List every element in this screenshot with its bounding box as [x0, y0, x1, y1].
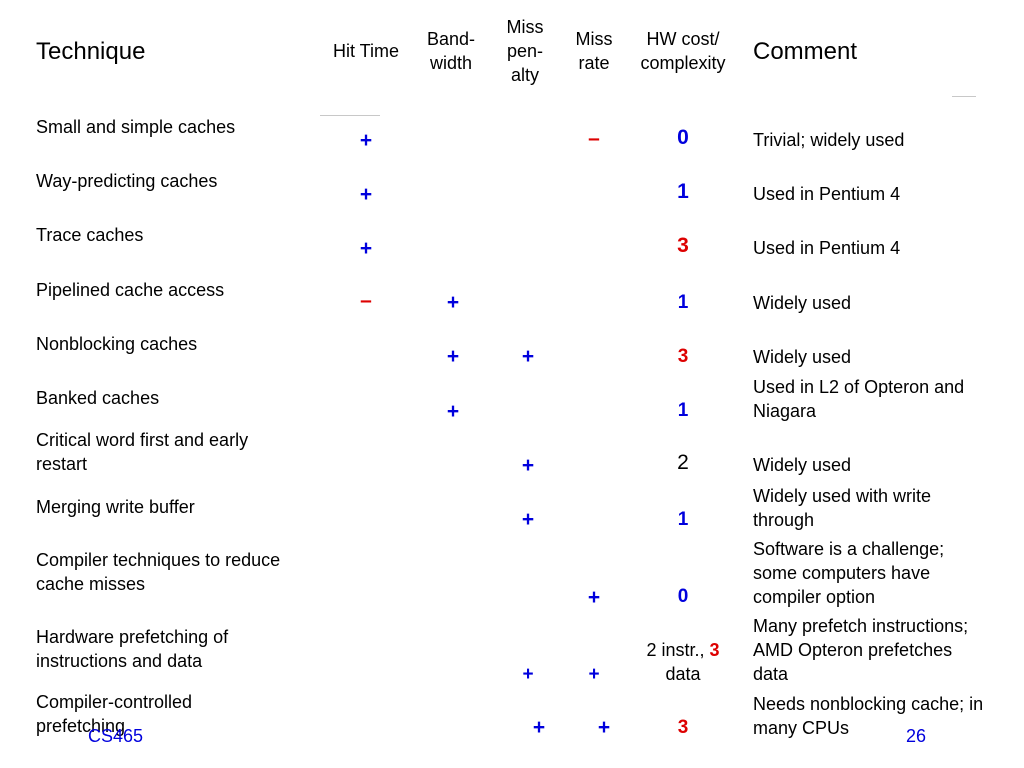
row-comment-line2: many CPUs — [753, 718, 850, 738]
row-comment: Widely used — [753, 347, 852, 367]
hw-cost-value: 2 — [677, 451, 689, 474]
header-hw-cost-line2: complexity — [640, 53, 726, 73]
row-technique-line2: cache misses — [36, 574, 146, 594]
row-comment-line1: Widely used with write — [753, 486, 932, 506]
row-technique: Critical word first and early restart — [36, 428, 248, 476]
row-comment-line1: Many prefetch instructions; — [753, 616, 969, 636]
row-technique-line1: Compiler-controlled — [36, 692, 193, 712]
row-technique: Small and simple caches — [36, 117, 236, 137]
row-technique-line1: Critical word first and early — [36, 430, 249, 450]
miss-penalty-plus: + — [521, 454, 535, 477]
header-technique: Technique — [36, 38, 146, 65]
footer-page-number: 26 — [906, 726, 927, 744]
hw-cost-high: 3 — [709, 640, 720, 660]
miss-penalty-plus: + — [521, 345, 535, 368]
row-comment-line2: through — [753, 510, 815, 530]
row-technique: Pipelined cache access — [36, 280, 225, 300]
header-bandwidth-line2: width — [429, 53, 473, 73]
row-technique-line2: restart — [36, 454, 88, 474]
header-miss-rate: Miss rate — [564, 27, 624, 75]
hw-cost-value: 1 — [677, 292, 689, 313]
bandwidth-plus: + — [446, 345, 460, 368]
row-comment: Used in L2 of Opteron and Niagara — [753, 375, 964, 423]
header-separator — [952, 96, 976, 97]
hw-cost-value: 0 — [677, 586, 689, 607]
hw-cost-value: 3 — [677, 346, 689, 367]
row-comment-line2: AMD Opteron prefetches — [753, 640, 953, 660]
row-technique: Way-predicting caches — [36, 171, 218, 191]
hw-cost-value: 3 — [677, 234, 689, 257]
hw-cost-value: 3 — [677, 717, 689, 738]
miss-rate-plus: + — [588, 664, 600, 685]
row-comment-line2: Niagara — [753, 401, 817, 421]
row-comment: Trivial; widely used — [753, 130, 905, 150]
hit-time-plus: + — [359, 237, 373, 260]
hit-time-plus: + — [359, 129, 373, 152]
row-comment: Software is a challenge; some computers … — [753, 537, 944, 609]
row-technique: Nonblocking caches — [36, 334, 198, 354]
row-comment: Widely used — [753, 455, 852, 475]
miss-rate-minus: – — [588, 127, 600, 150]
miss-penalty-plus: + — [521, 508, 535, 531]
row-technique: Hardware prefetching of instructions and… — [36, 625, 228, 673]
row-technique: Compiler techniques to reduce cache miss… — [36, 548, 280, 596]
row-comment: Widely used with write through — [753, 484, 931, 532]
miss-penalty-plus: + — [522, 664, 534, 685]
row-technique: Compiler-controlled prefetching — [36, 690, 192, 738]
row-comment-line3: data — [753, 664, 789, 684]
hw-cost-value: 1 — [677, 400, 689, 421]
row-comment: Many prefetch instructions; AMD Opteron … — [753, 614, 968, 686]
header-miss-penalty-line2: pen- — [506, 41, 544, 61]
hw-cost-line2: data — [665, 664, 701, 684]
hw-cost-value: 0 — [677, 126, 689, 149]
bandwidth-plus: + — [446, 291, 460, 314]
header-comment: Comment — [753, 38, 858, 65]
hw-cost-value: 1 — [677, 509, 689, 530]
hw-cost-instr: 2 instr., — [646, 640, 710, 660]
row-comment-line1: Software is a challenge; — [753, 539, 945, 559]
miss-rate-plus: + — [597, 716, 611, 739]
hit-time-plus: + — [359, 183, 373, 206]
header-bandwidth: Band- width — [416, 27, 486, 75]
miss-penalty-plus: + — [532, 716, 546, 739]
row-comment-line2: some computers have — [753, 563, 931, 583]
row-comment: Used in Pentium 4 — [753, 184, 901, 204]
header-hw-cost-line1: HW cost/ — [646, 29, 720, 49]
row-technique-line2: prefetching — [36, 716, 126, 736]
row-technique: Trace caches — [36, 225, 144, 245]
header-miss-penalty-line1: Miss — [506, 17, 544, 37]
header-miss-penalty-line3: alty — [510, 65, 539, 85]
row-technique: Merging write buffer — [36, 497, 195, 517]
header-hit-time: Hit Time — [332, 41, 399, 61]
row-comment: Widely used — [753, 293, 852, 313]
row-technique-line1: Hardware prefetching of — [36, 627, 229, 647]
header-bandwidth-line1: Band- — [426, 29, 476, 49]
header-separator — [320, 115, 380, 116]
row-technique-line1: Compiler techniques to reduce — [36, 550, 281, 570]
bandwidth-plus: + — [446, 400, 460, 423]
header-hw-cost: HW cost/ complexity — [628, 27, 738, 75]
row-technique-line2: instructions and data — [36, 651, 203, 671]
hit-time-minus: – — [360, 289, 372, 312]
hw-cost-value: 1 — [677, 180, 689, 203]
row-comment-line1: Used in L2 of Opteron and — [753, 377, 965, 397]
header-miss-rate-line1: Miss — [575, 29, 613, 49]
hw-cost-line1: 2 instr., 3 — [633, 638, 733, 662]
footer-course: CS465 — [88, 726, 144, 744]
hw-cost-value: 2 instr., 3 data — [633, 638, 733, 686]
row-comment-line1: Needs nonblocking cache; in — [753, 694, 984, 714]
row-comment-line3: compiler option — [753, 587, 876, 607]
miss-rate-plus: + — [587, 586, 601, 609]
header-miss-penalty: Miss pen- alty — [495, 15, 555, 87]
row-comment: Used in Pentium 4 — [753, 238, 901, 258]
row-comment: Needs nonblocking cache; in many CPUs — [753, 692, 983, 740]
header-miss-rate-line2: rate — [578, 53, 610, 73]
row-technique: Banked caches — [36, 388, 160, 408]
